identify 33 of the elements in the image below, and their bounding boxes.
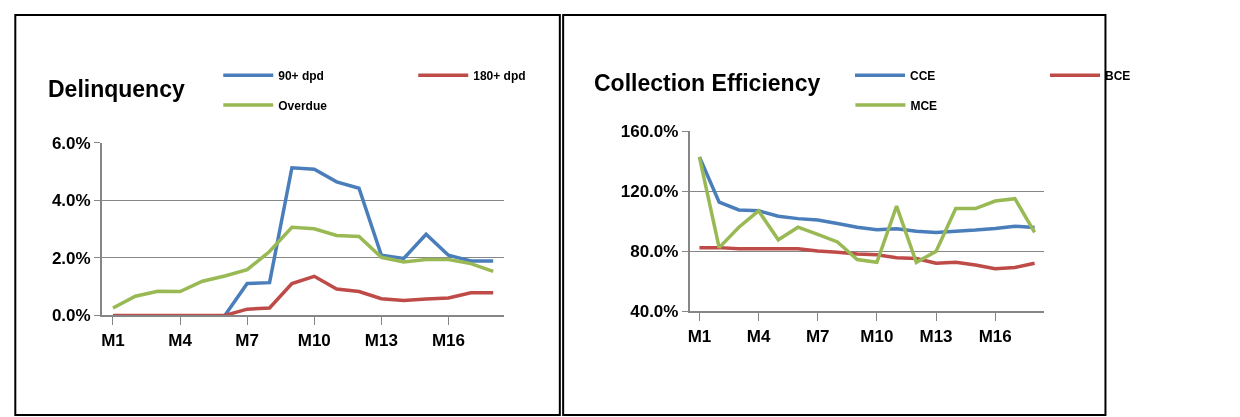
x-tick-label: M16 bbox=[431, 330, 465, 350]
x-tick-label: M4 bbox=[168, 330, 193, 350]
legend-label: BCE bbox=[1105, 68, 1131, 83]
legend-label: 180+ dpd bbox=[473, 68, 526, 83]
x-tick-label: M7 bbox=[805, 326, 830, 346]
line-series bbox=[697, 245, 1037, 271]
x-tick-label: M13 bbox=[919, 326, 953, 346]
chart-title: Delinquency bbox=[48, 76, 185, 102]
legend-label: CCE bbox=[910, 68, 936, 83]
y-tick-label: 2.0% bbox=[51, 248, 91, 268]
y-tick-label: 160.0% bbox=[620, 122, 679, 142]
legend-label: 90+ dpd bbox=[278, 68, 324, 83]
x-tick-label: M13 bbox=[364, 330, 398, 350]
y-tick-label: 6.0% bbox=[51, 133, 91, 153]
chart-title: Collection Efficiency bbox=[594, 70, 821, 96]
legend-label: Overdue bbox=[278, 98, 328, 113]
x-tick-label: M16 bbox=[978, 326, 1012, 346]
y-tick-label: 120.0% bbox=[620, 182, 679, 202]
line-series bbox=[697, 155, 1037, 265]
y-tick-label: 80.0% bbox=[630, 242, 679, 262]
x-tick-label: M10 bbox=[297, 330, 331, 350]
line-series bbox=[111, 225, 495, 310]
x-tick-label: M1 bbox=[101, 330, 125, 350]
y-tick-label: 0.0% bbox=[51, 306, 91, 326]
legend-label: MCE bbox=[910, 98, 938, 113]
line-series bbox=[111, 274, 495, 316]
x-tick-label: M7 bbox=[235, 330, 259, 350]
y-tick-label: 4.0% bbox=[51, 191, 91, 211]
x-tick-label: M4 bbox=[746, 326, 771, 346]
line-series bbox=[223, 166, 495, 316]
y-tick-label: 40.0% bbox=[630, 302, 679, 322]
x-tick-label: M1 bbox=[687, 326, 712, 346]
x-tick-label: M10 bbox=[860, 326, 894, 346]
